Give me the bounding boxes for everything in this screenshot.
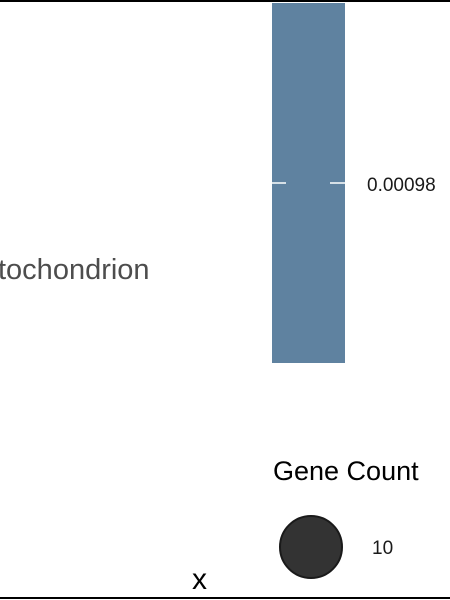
legend-title: Gene Count [273, 456, 419, 486]
legend-size-circle [279, 515, 343, 579]
category-label-mitochondrion: tochondrion [0, 254, 150, 286]
legend-entry-label: 10 [372, 538, 393, 559]
x-axis-title: x [192, 563, 207, 596]
bar-value-label: 0.00098 [367, 175, 436, 196]
